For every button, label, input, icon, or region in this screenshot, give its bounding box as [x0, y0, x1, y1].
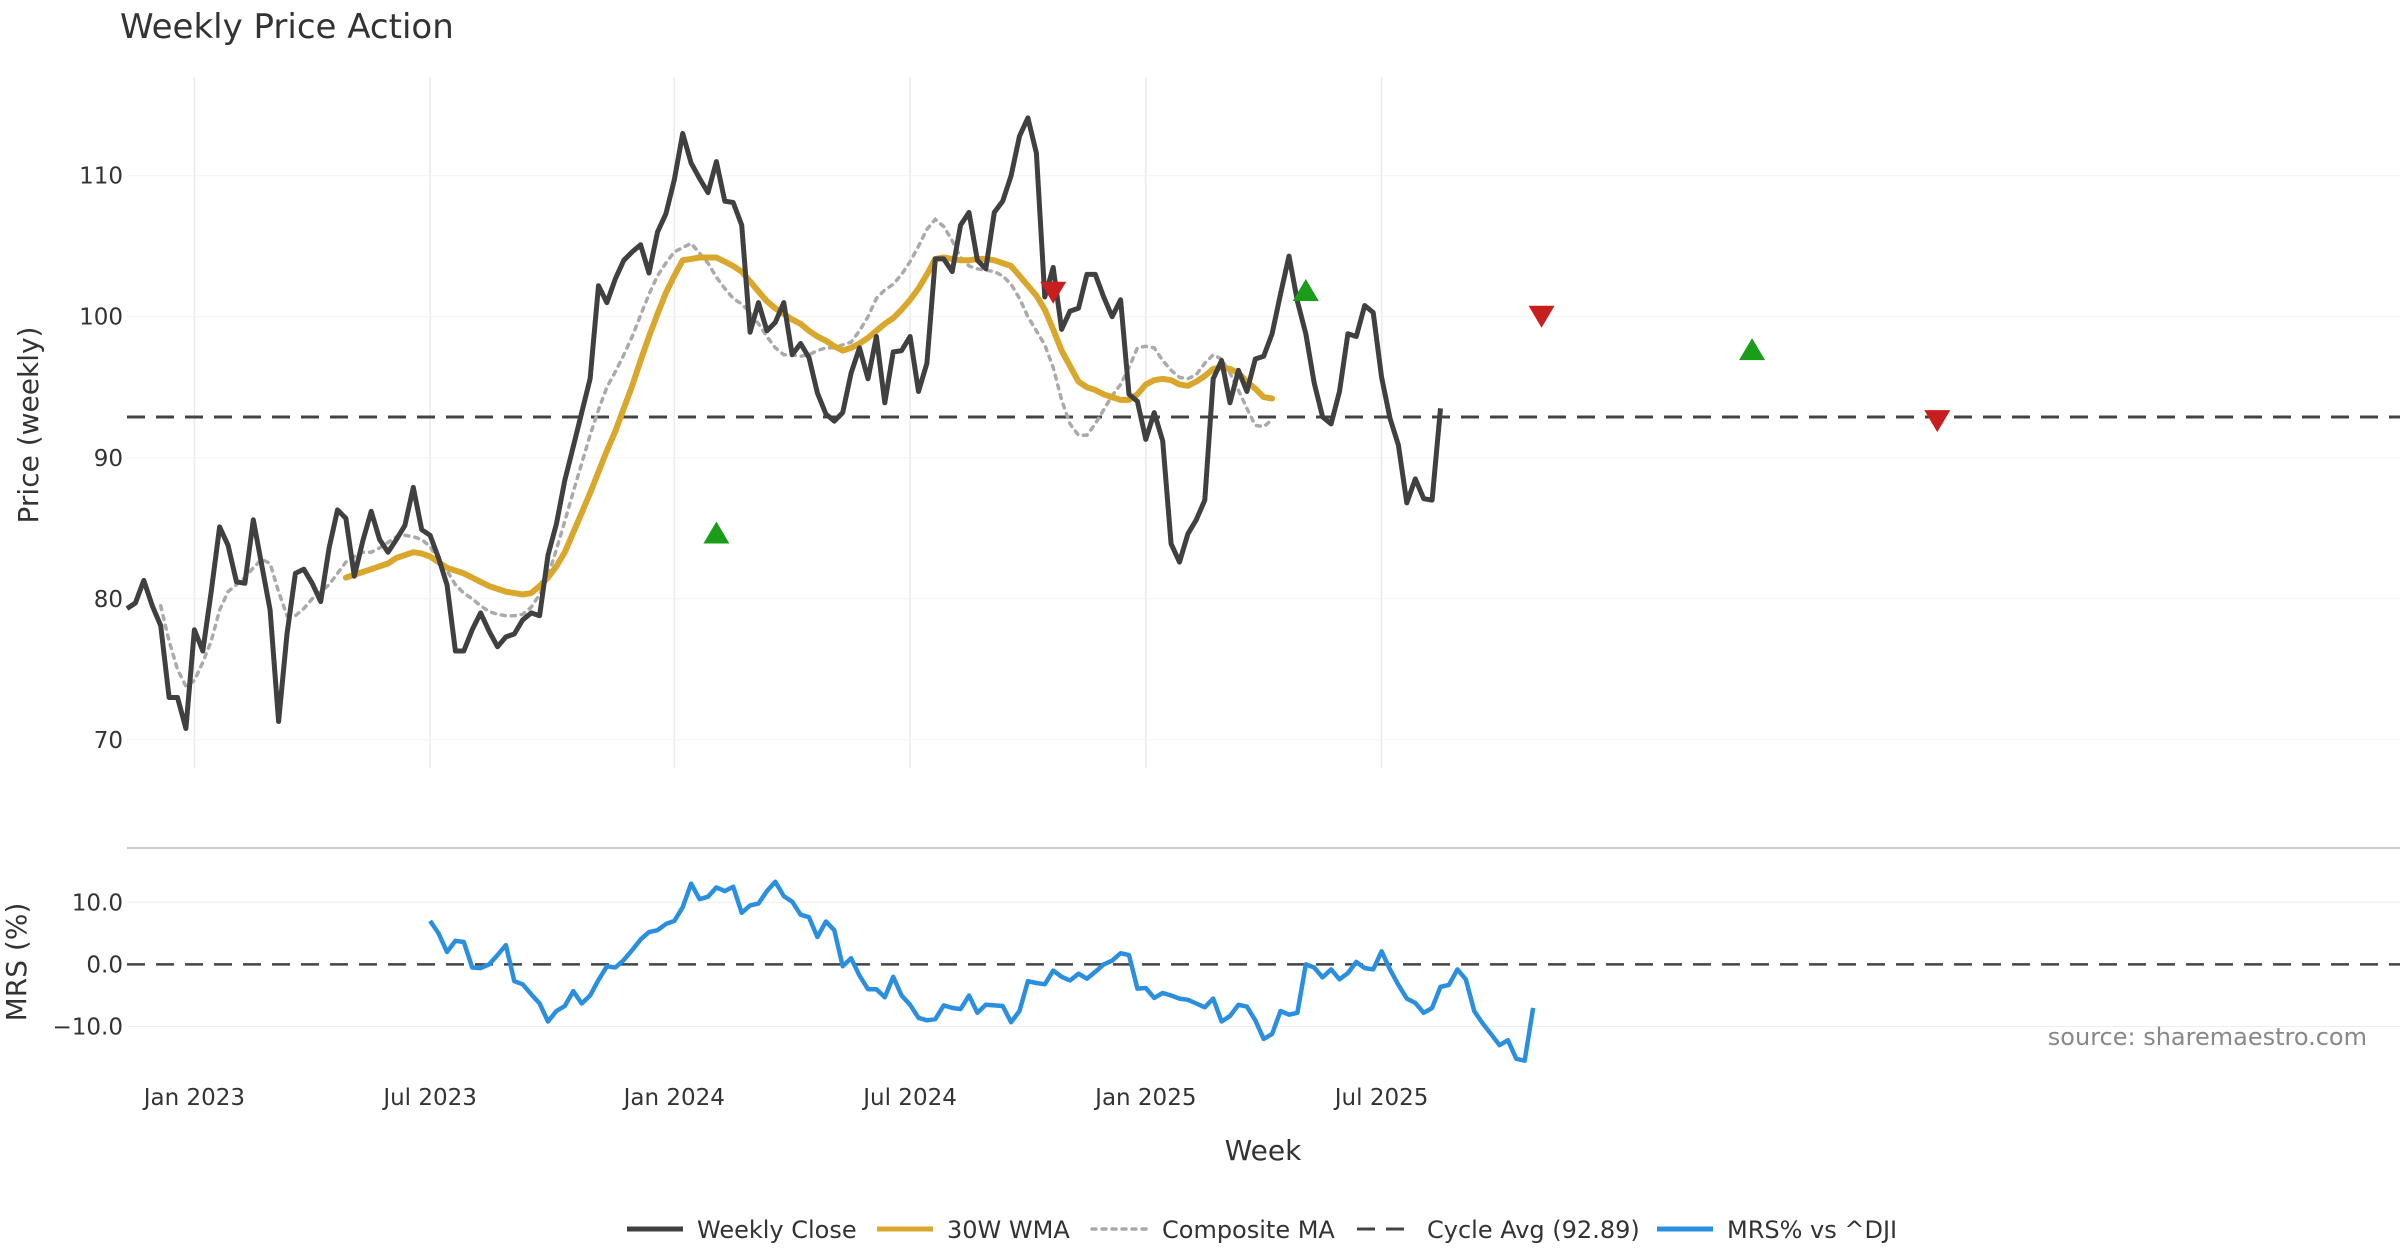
price-y-tick-label: 70 — [94, 728, 123, 754]
sell-signal-marker — [1040, 281, 1067, 304]
legend: Weekly Close 30W WMA Composite MA Cycle Avg… — [627, 1216, 1897, 1244]
mrs-y-tick-label: 10.0 — [72, 890, 123, 916]
x-tick-label: Jan 2023 — [142, 1085, 245, 1111]
price-y-axis-label: Price (weekly) — [12, 327, 45, 524]
x-axis-label: Week — [1225, 1134, 1302, 1167]
mrs-y-axis-label: MRS (%) — [0, 903, 33, 1022]
x-tick-label: Jul 2024 — [861, 1085, 957, 1111]
price-y-tick-label: 100 — [79, 305, 123, 331]
buy-signal-marker — [1292, 278, 1319, 301]
mrs-y-tick-label: 0.0 — [86, 952, 123, 978]
buy-signal-marker — [703, 521, 730, 544]
x-tick-label: Jan 2025 — [1093, 1085, 1196, 1111]
wma-30w-line — [342, 254, 1276, 598]
price-plot-area — [125, 115, 2400, 731]
price-y-tick-label: 80 — [94, 587, 123, 613]
price-y-tick-label: 90 — [94, 446, 123, 472]
x-tick-label: Jul 2023 — [381, 1085, 477, 1111]
mrs-plot-area — [127, 879, 2400, 1063]
grid-layer — [127, 77, 2400, 1028]
price-y-tick-label: 110 — [79, 164, 123, 190]
sell-signal-marker — [1924, 410, 1951, 433]
legend-label: Composite MA — [1162, 1216, 1335, 1244]
legend-label: Weekly Close — [697, 1216, 857, 1244]
mrs-line — [428, 879, 1536, 1063]
weekly-close-line — [125, 115, 1443, 731]
buy-signal-marker — [1739, 338, 1766, 361]
axis-labels: Jan 2023 Jul 2023 Jan 2024 Jul 2024 Jan 2025… — [53, 164, 1429, 1111]
chart-title: Weekly Price Action — [120, 7, 454, 47]
mrs-y-tick-label: −10.0 — [53, 1015, 123, 1041]
legend-label: 30W WMA — [947, 1216, 1070, 1244]
legend-label: Cycle Avg (92.89) — [1427, 1216, 1640, 1244]
legend-label: MRS% vs ^DJI — [1727, 1216, 1897, 1244]
source-note: source: sharemaestro.com — [2048, 1023, 2367, 1051]
x-tick-label: Jul 2025 — [1333, 1085, 1429, 1111]
sell-signal-marker — [1528, 305, 1555, 328]
x-tick-label: Jan 2024 — [622, 1085, 725, 1111]
composite-ma-line — [158, 216, 1274, 689]
